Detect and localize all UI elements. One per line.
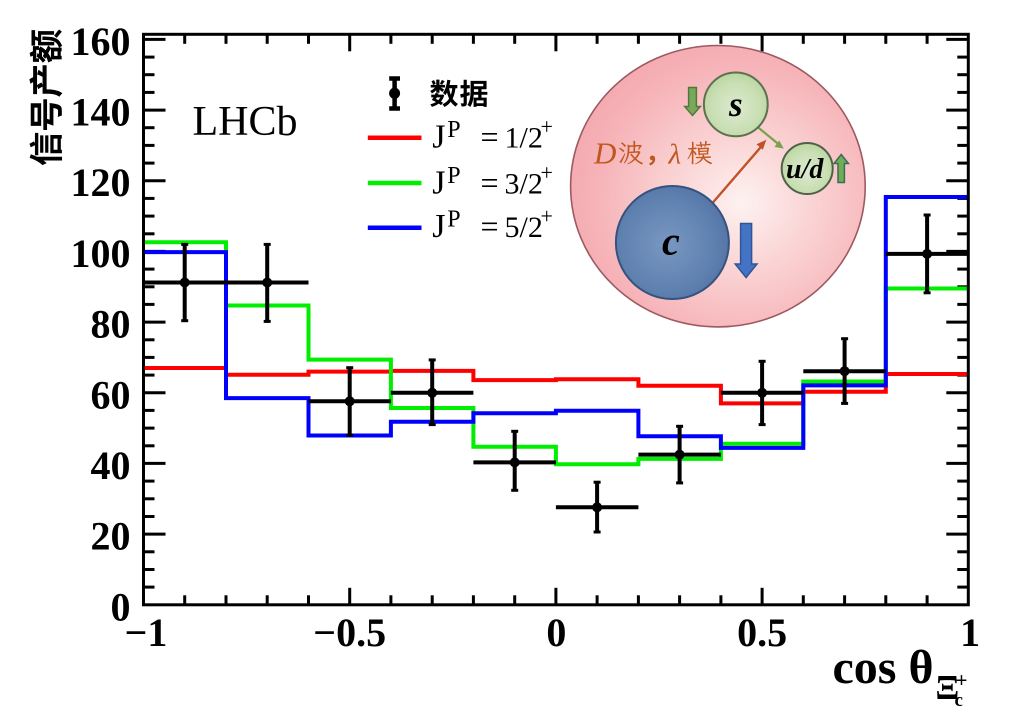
svg-text:J: J xyxy=(432,118,445,155)
svg-text:+: + xyxy=(541,160,553,185)
svg-text:60: 60 xyxy=(91,372,131,417)
svg-text:3/2: 3/2 xyxy=(505,167,543,200)
svg-text:5/2: 5/2 xyxy=(505,211,543,244)
svg-text:=: = xyxy=(481,118,499,154)
svg-text:1/2: 1/2 xyxy=(505,121,543,154)
svg-text:0: 0 xyxy=(546,610,566,655)
svg-text:+: + xyxy=(956,668,968,692)
svg-text:0: 0 xyxy=(111,584,131,629)
svg-text:140: 140 xyxy=(71,90,131,135)
svg-text:20: 20 xyxy=(91,514,131,559)
svg-text:=: = xyxy=(481,208,499,244)
svg-text:LHCb: LHCb xyxy=(193,99,298,145)
svg-text:1: 1 xyxy=(960,610,980,655)
svg-text:0.5: 0.5 xyxy=(737,610,787,655)
svg-text:−0.5: −0.5 xyxy=(313,610,386,655)
svg-text:J: J xyxy=(432,208,445,245)
svg-text:u/d: u/d xyxy=(786,154,824,185)
svg-text:−1: −1 xyxy=(125,610,168,655)
svg-text:+: + xyxy=(541,114,553,139)
svg-text:cos θ: cos θ xyxy=(833,641,934,694)
svg-text:c: c xyxy=(955,690,963,711)
svg-text:P: P xyxy=(447,163,460,189)
svg-text:J: J xyxy=(432,164,445,201)
svg-text:c: c xyxy=(662,219,680,264)
svg-text:P: P xyxy=(447,117,460,143)
svg-text:160: 160 xyxy=(71,19,131,64)
svg-text:Ξ: Ξ xyxy=(936,668,960,707)
svg-text:s: s xyxy=(728,85,743,124)
svg-text:120: 120 xyxy=(71,160,131,205)
svg-text:λ: λ xyxy=(668,139,682,171)
svg-text:80: 80 xyxy=(91,302,131,347)
svg-text:P: P xyxy=(447,207,460,233)
svg-text:100: 100 xyxy=(71,231,131,276)
svg-text:D: D xyxy=(593,136,616,171)
svg-text:40: 40 xyxy=(91,443,131,488)
svg-text:+: + xyxy=(541,204,553,229)
svg-text:=: = xyxy=(481,164,499,200)
